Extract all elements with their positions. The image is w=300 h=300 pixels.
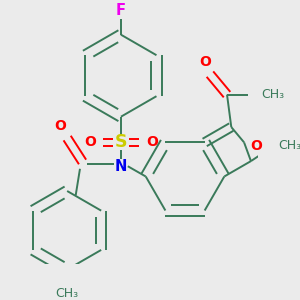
Text: S: S — [115, 133, 127, 151]
Text: O: O — [200, 55, 212, 69]
Text: O: O — [146, 135, 158, 149]
Text: CH₃: CH₃ — [261, 88, 284, 101]
Text: CH₃: CH₃ — [56, 287, 79, 300]
Text: F: F — [116, 3, 126, 18]
Text: O: O — [54, 119, 66, 133]
Text: O: O — [84, 135, 96, 149]
Text: CH₃: CH₃ — [278, 139, 300, 152]
Text: O: O — [250, 139, 262, 153]
Text: N: N — [115, 159, 127, 174]
